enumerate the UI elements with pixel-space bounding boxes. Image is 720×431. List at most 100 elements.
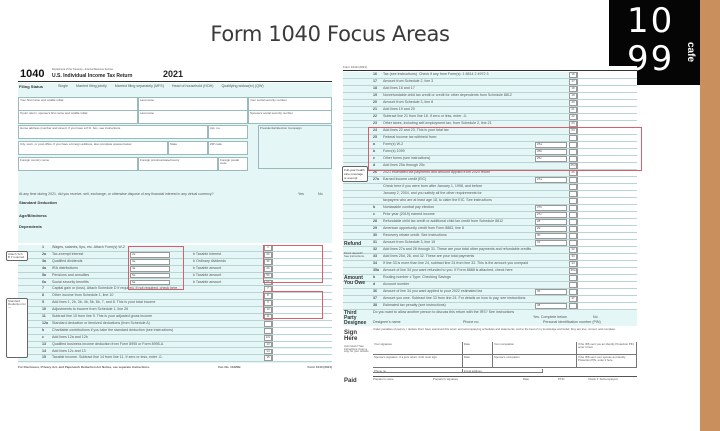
amount-field[interactable] [272,293,332,300]
amount-field[interactable] [272,348,332,355]
amount-field[interactable] [577,240,637,246]
amount-field[interactable] [577,142,637,148]
sub-amount-box-29[interactable]: 29 [535,226,567,232]
amount-field[interactable] [577,233,637,239]
sub-amount-box-2a[interactable]: 2a [130,251,170,258]
amount-field[interactable] [577,212,637,218]
sub-amount-box-38[interactable]: 38 [535,303,567,309]
paid-preparer-field[interactable]: Check if: Self-employed [588,377,618,381]
no-checkbox[interactable]: No [318,192,323,196]
sign-field[interactable]: Phone no. [373,369,463,373]
sign-field[interactable]: If the IRS sent your spouse an Identity … [577,355,637,368]
amount-field[interactable] [272,355,332,362]
amount-field[interactable] [272,314,332,320]
filing-status-option[interactable]: Married filing separately (MFS) [114,84,164,88]
form-field[interactable]: Presidential Election Campaign [258,125,332,169]
sub-amount-box-27c[interactable]: 27c [535,212,567,218]
amount-field[interactable] [577,156,637,162]
sign-field[interactable]: Email address [463,369,543,373]
form-field[interactable]: If joint return, spouse's first name and… [18,110,138,124]
amount-field[interactable] [577,163,637,169]
amount-field[interactable] [577,107,637,113]
amount-field[interactable] [577,198,637,204]
amount-field[interactable] [577,86,637,92]
amount-field[interactable] [577,282,637,288]
amount-field[interactable] [577,184,637,190]
amount-field[interactable] [272,265,332,272]
amount-field[interactable] [577,121,637,127]
amount-field[interactable] [577,170,637,176]
amount-field[interactable] [577,275,637,281]
form-field[interactable]: City, town, or post office. If you have … [18,141,168,155]
amount-field[interactable] [577,79,637,85]
amount-field[interactable] [577,226,637,232]
form-field[interactable]: Home address (number and street). If you… [18,125,208,139]
form-field[interactable]: Last name [138,110,248,124]
amount-field[interactable] [577,93,637,99]
amount-field[interactable] [577,254,637,260]
sign-field[interactable]: Date [463,342,493,355]
sub-amount-box-27b[interactable]: 27b [535,205,567,211]
sub-amount-box-28[interactable]: 28 [535,219,567,225]
yes-complete-checkbox[interactable]: Yes. Complete below. [533,315,568,319]
amount-field[interactable] [577,268,637,274]
amount-field[interactable] [272,245,332,251]
paid-preparer-field[interactable]: PTIN [558,377,565,381]
amount-field[interactable] [272,320,332,327]
sub-amount-box-30[interactable]: 30 [535,233,567,239]
paid-preparer-field[interactable]: Preparer's name [373,377,394,381]
designee-phone[interactable]: Phone no. [463,320,480,324]
amount-field[interactable] [272,334,332,341]
sign-field[interactable]: Your signature [373,342,463,355]
amount-field[interactable] [577,261,637,267]
sub-amount-box-4a[interactable]: 4a [130,265,170,272]
sign-field[interactable]: Spouse's occupation [493,355,577,368]
sub-amount-box-5a[interactable]: 5a [130,272,170,279]
form-field[interactable]: Foreign country name [18,157,138,171]
form-field[interactable]: ZIP code [208,141,248,155]
amount-field[interactable] [272,286,332,293]
sign-field[interactable]: Your occupation [493,342,577,355]
sign-field[interactable]: Date [463,355,493,368]
yes-checkbox[interactable]: Yes [298,192,304,196]
amount-field[interactable] [272,341,332,348]
sub-amount-box-6a[interactable]: 6a [130,279,170,286]
amount-field[interactable] [272,327,332,334]
form-field[interactable]: Last name [138,97,248,111]
form-field[interactable]: Foreign postal code [218,157,248,171]
sub-amount-box-25c[interactable]: 25c [535,156,567,162]
designee-pin[interactable]: Personal identification number (PIN) [543,320,601,324]
amount-field[interactable] [577,114,637,120]
amount-field[interactable] [577,303,637,309]
amount-field[interactable] [272,258,332,265]
filing-status-option[interactable]: Qualifying widow(er) (QW) [221,84,264,88]
amount-field[interactable] [577,205,637,211]
sub-amount-box-25b[interactable]: 25b [535,149,567,155]
amount-field[interactable] [577,149,637,155]
sub-amount-box-3a[interactable]: 3a [130,258,170,265]
sub-amount-box-27a[interactable]: 27a [535,177,567,183]
amount-field[interactable] [272,272,332,279]
amount-field[interactable] [577,135,637,141]
designee-name[interactable]: Designee's name [373,320,401,324]
amount-field[interactable] [577,219,637,225]
amount-field[interactable] [577,191,637,197]
amount-field[interactable] [577,247,637,253]
sub-amount-box-31[interactable]: 31 [535,240,567,246]
sub-amount-box-25a[interactable]: 25a [535,142,567,148]
filing-status-option[interactable]: Married filing jointly [76,84,107,88]
sign-field[interactable]: If the IRS sent you an Identity Protecti… [577,342,637,355]
amount-field[interactable] [272,300,332,307]
sub-amount-box-36[interactable]: 36 [535,289,567,295]
no-checkbox[interactable]: No [593,315,598,319]
paid-preparer-field[interactable]: Preparer's signature [433,377,459,381]
amount-field[interactable] [272,307,332,313]
amount-field[interactable] [272,251,332,258]
amount-field[interactable] [577,177,637,183]
form-field[interactable]: Apt. no. [208,125,248,139]
paid-preparer-field[interactable]: Date [523,377,529,381]
amount-field[interactable] [577,100,637,106]
amount-field[interactable] [577,296,637,302]
amount-field[interactable] [577,72,637,78]
form-field[interactable]: Your social security number [248,97,332,111]
